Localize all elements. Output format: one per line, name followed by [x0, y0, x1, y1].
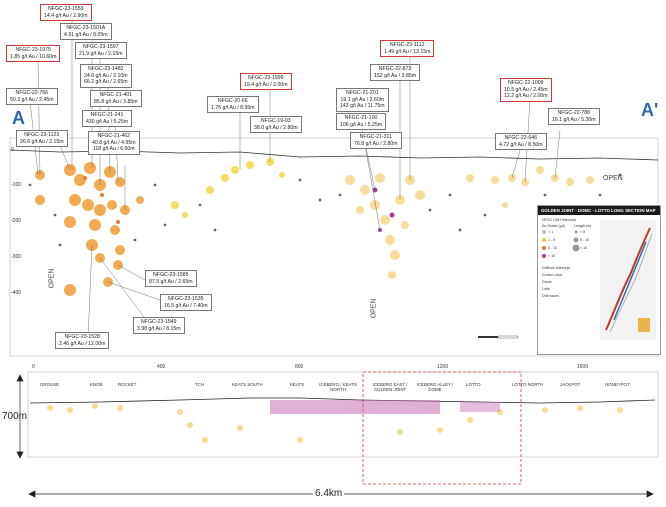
callout-nfgc-23-1535: NFGC-23-1535 16.5 g/t Au / 7.40m	[160, 294, 212, 312]
depth-axis-tick-4: -400	[11, 290, 22, 296]
callout-nfgc-21-311: NFGC-21-311 76.8 g/t Au / 2.80m	[350, 132, 402, 150]
open-label-left: OPEN	[48, 268, 56, 289]
deposit-keats: KEATS	[290, 382, 305, 387]
callout-nfgc-23-1999: NFGC-23-1999 19.4 g/t Au / 2.00m	[240, 73, 292, 91]
legend-other-3: Lotto	[542, 287, 550, 291]
callout-nfgc-23-1482: NFGC-23-1482 24.0 g/t Au / 2.10m 66.2 g/t …	[80, 64, 132, 88]
callout-nfgc-22-788: NFGC-22-788 16.1 g/t Au / 5.30m	[548, 108, 600, 126]
callout-nfgc-23-1597: NFGC-23-1597 21.9 g/t Au / 2.15m	[75, 42, 127, 60]
deposit-tch: TCH	[195, 382, 205, 387]
top-axis-tick-0: 0	[32, 364, 35, 370]
callout-nfgc-22-873: NFGC-22-873 152 g/t Au / 3.85m	[370, 64, 421, 82]
legend-other-2: Dome	[542, 280, 552, 284]
top-axis-tick-2: 800	[295, 364, 304, 370]
open-label-right: OPEN	[603, 175, 623, 182]
depth-axis-tick-1: -100	[11, 182, 22, 188]
legend-length-item-0: < 5	[580, 230, 586, 234]
legend-grade-item-3: > 10	[548, 254, 556, 258]
vertical-dimension-label: 700m	[2, 411, 28, 422]
legend-inset-map	[600, 220, 656, 340]
deposit-jackpot: JACKPOT	[560, 382, 581, 387]
depth-axis-tick-0: 0	[11, 147, 14, 153]
scale-bar	[478, 335, 519, 339]
lower-ore-band	[270, 400, 440, 414]
callout-nfgc-23-1501a: NFGC-23-1501A 4.91 g/t Au / 8.05m	[60, 23, 112, 41]
section-end-label: A'	[641, 100, 659, 120]
open-label-center: OPEN	[370, 298, 378, 319]
callout-nfgc-21-462: NFGC-21-462 40.8 g/t Au / 4.95m 118 g/t Au…	[88, 131, 140, 155]
deposit-knob: KNOB	[90, 382, 103, 387]
legend-length-header: Length (m)	[574, 224, 592, 228]
callout-nfgc-21-401: NFGC-21-401 85.8 g/t Au / 3.85m	[90, 90, 142, 108]
callout-nfgc-23-1549: NFGC-23-1549 3.98 g/t Au / 8.15m	[133, 317, 185, 335]
deposit-rocket: ROCKET	[118, 382, 137, 387]
drillhole-dots	[28, 173, 622, 247]
legend-symbols	[542, 230, 580, 258]
deposit-iceberg-keats-north: ICEBERG / KEATS NORTH	[319, 382, 357, 392]
legend-grade-item-0: < 1	[548, 230, 554, 234]
callout-nfgc-23-1123: NFGC-23-1123 26.6 g/t Au / 2.15m	[16, 130, 68, 148]
deposit-iceberg-alley-dome: ICEBERG ALLEY / DOME	[416, 382, 454, 392]
legend-subtitle: NFGC DDH Intercept	[542, 218, 576, 222]
map-legend: GOLDEN JOINT - DOMC - LOTTO LONG SECTION…	[537, 205, 661, 355]
legend-other-4: Drill traces	[542, 294, 559, 298]
callout-nfgc-21-201: NFGC-21-201 19.1 g/t Au / 2.60m 143 g/t Au…	[336, 88, 389, 112]
callout-nfgc-23-1112: NFGC-23-1112 1.49 g/t Au / 13.15m	[380, 40, 435, 58]
lower-ore-yellow	[47, 403, 623, 443]
callout-nfgc-21-241: NFGC-21-241 430 g/t Au / 5.25m	[82, 110, 133, 128]
callout-nfgc-23-1585: NFGC-23-1585 87.5 g/t Au / 2.65m	[145, 270, 197, 288]
middle-cluster	[171, 158, 285, 218]
callout-nfgc-23-1975: NFGC-23-1975 1.85 g/t Au / 10.60m	[6, 45, 61, 63]
horizontal-dimension-label: 6.4km	[313, 488, 345, 499]
depth-axis-tick-3: -300	[11, 254, 22, 260]
callout-nfgc-22-1009: NFGC-22-1009 10.5 g/t Au / 2.45m 12.2 g/t …	[500, 78, 552, 102]
depth-axis-tick-2: -200	[11, 218, 22, 224]
legend-title: GOLDEN JOINT - DOMC - LOTTO LONG SECTION…	[538, 206, 660, 215]
top-axis-tick-4: 1600	[577, 364, 589, 370]
callout-nfgc-22-766: NFGC-22-766 50.3 g/t Au / 2.45m	[6, 88, 58, 106]
deposit-keats-south: KEATS SOUTH	[232, 382, 263, 387]
golden-joint-cluster	[345, 173, 425, 279]
deposit-grouse: GROUSE	[40, 382, 60, 387]
lower-ore-band-2	[460, 402, 500, 412]
callout-nfgc-22-646: NFGC-22-646 4.72 g/t Au / 8.50m	[495, 133, 547, 151]
callout-nfgc-20-66: NFGC-20-66 1.76 g/t Au / 8.95m	[207, 96, 259, 114]
callout-nfgc-23-1559: NFGC-23-1559 14.4 g/t Au / 2.90m	[40, 4, 92, 22]
callout-nfgc-21-100: NFGC-21-100 106 g/t Au / 5.25m	[336, 113, 387, 131]
lower-section-frame	[27, 371, 659, 458]
deposit-lotto-north: LOTTO NORTH	[512, 382, 544, 387]
deposit-iceberg-east-golden-joint: ICEBERG EAST / GOLDEN JOINT	[372, 382, 408, 392]
dimension-arrows	[16, 374, 654, 498]
callout-nfgc-19-03: NFGC-19-03 38.0 g/t Au / 2.80m	[250, 116, 302, 134]
deposit-honeypot: HONEYPOT	[605, 382, 630, 387]
left-cluster	[35, 162, 144, 296]
left-cluster-high	[83, 176, 120, 224]
callout-nfgc-23-1528: NFGC-23-1528 2.46 g/t Au / 12.00m	[55, 332, 110, 350]
legend-other-0: Drillhole intercept	[542, 266, 570, 270]
legend-other-1: Golden Joint	[542, 273, 563, 277]
top-axis-tick-1: 400	[157, 364, 166, 370]
legend-grade-item-2: 5 - 10	[548, 246, 558, 250]
section-start-label: A	[12, 108, 25, 128]
legend-grade-header: Au Grade (g/t)	[542, 224, 565, 228]
legend-length-item-2: > 10	[580, 246, 588, 250]
deposit-lotto: LOTTO	[466, 382, 481, 387]
legend-length-item-1: 5 - 10	[580, 238, 590, 242]
top-axis-tick-3: 1200	[437, 364, 449, 370]
legend-grade-item-1: 1 - 5	[548, 238, 556, 242]
